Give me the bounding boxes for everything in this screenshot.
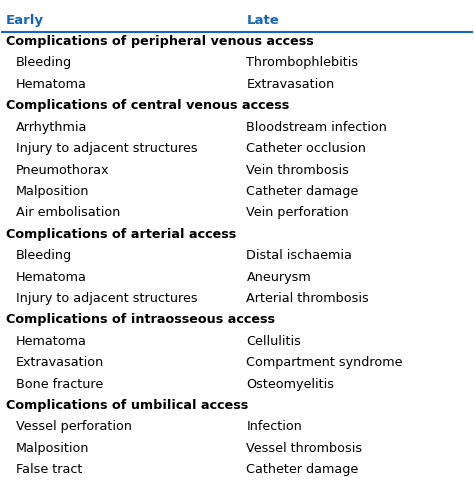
Text: Complications of arterial access: Complications of arterial access — [6, 228, 237, 241]
Text: Arterial thrombosis: Arterial thrombosis — [246, 292, 369, 305]
Text: Bleeding: Bleeding — [16, 56, 72, 69]
Text: Vessel perforation: Vessel perforation — [16, 420, 131, 434]
Text: Osteomyelitis: Osteomyelitis — [246, 378, 335, 391]
Text: Malposition: Malposition — [16, 442, 89, 455]
Text: Catheter occlusion: Catheter occlusion — [246, 142, 366, 155]
Text: Complications of central venous access: Complications of central venous access — [6, 99, 289, 112]
Text: Hematoma: Hematoma — [16, 271, 86, 284]
Text: Bone fracture: Bone fracture — [16, 378, 103, 391]
Text: Extravasation: Extravasation — [16, 356, 104, 369]
Text: Aneurysm: Aneurysm — [246, 271, 311, 284]
Text: Thrombophlebitis: Thrombophlebitis — [246, 56, 358, 69]
Text: Complications of intraosseous access: Complications of intraosseous access — [6, 313, 275, 327]
Text: Distal ischaemia: Distal ischaemia — [246, 249, 352, 262]
Text: Extravasation: Extravasation — [246, 78, 335, 91]
Text: Injury to adjacent structures: Injury to adjacent structures — [16, 142, 197, 155]
Text: Vein perforation: Vein perforation — [246, 206, 349, 219]
Text: Cellulitis: Cellulitis — [246, 335, 301, 348]
Text: Complications of umbilical access: Complications of umbilical access — [6, 399, 248, 412]
Text: Vessel thrombosis: Vessel thrombosis — [246, 442, 363, 455]
Text: Catheter damage: Catheter damage — [246, 185, 359, 198]
Text: Bleeding: Bleeding — [16, 249, 72, 262]
Text: False tract: False tract — [16, 464, 82, 476]
Text: Compartment syndrome: Compartment syndrome — [246, 356, 403, 369]
Text: Arrhythmia: Arrhythmia — [16, 121, 87, 134]
Text: Complications of peripheral venous access: Complications of peripheral venous acces… — [6, 35, 314, 48]
Text: Bloodstream infection: Bloodstream infection — [246, 121, 387, 134]
Text: Infection: Infection — [246, 420, 302, 434]
Text: Air embolisation: Air embolisation — [16, 206, 120, 219]
Text: Early: Early — [6, 14, 44, 27]
Text: Catheter damage: Catheter damage — [246, 464, 359, 476]
Text: Malposition: Malposition — [16, 185, 89, 198]
Text: Hematoma: Hematoma — [16, 335, 86, 348]
Text: Pneumothorax: Pneumothorax — [16, 164, 109, 176]
Text: Injury to adjacent structures: Injury to adjacent structures — [16, 292, 197, 305]
Text: Late: Late — [246, 14, 279, 27]
Text: Vein thrombosis: Vein thrombosis — [246, 164, 349, 176]
Text: Hematoma: Hematoma — [16, 78, 86, 91]
